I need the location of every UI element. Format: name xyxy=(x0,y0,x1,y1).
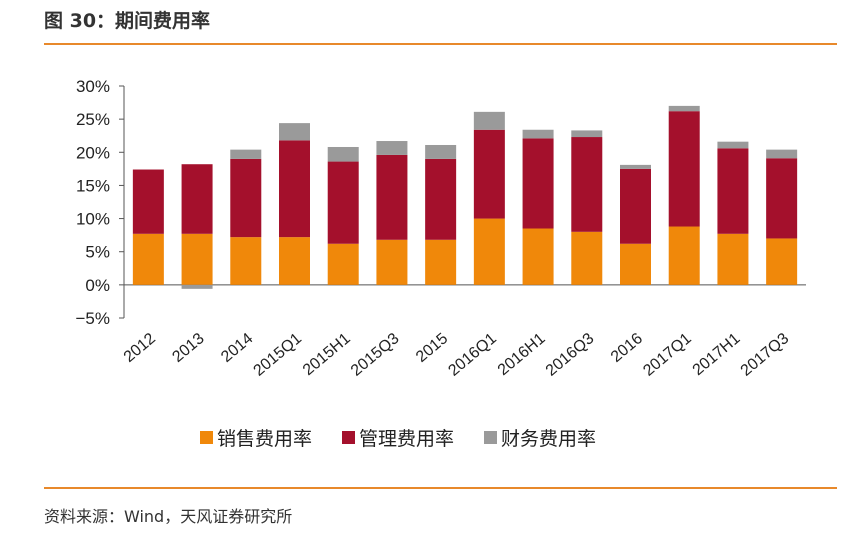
bar-segment-finance xyxy=(473,111,505,130)
legend-label-sales: 销售费用率 xyxy=(217,428,313,450)
x-tick-label: 2015Q3 xyxy=(348,330,403,380)
bar-segment-admin xyxy=(571,137,603,232)
bar-segment-sales xyxy=(766,238,798,285)
bottom-rule xyxy=(44,487,837,489)
legend: 销售费用率 管理费用率 财务费用率 xyxy=(200,424,720,451)
legend-label-admin: 管理费用率 xyxy=(359,428,455,450)
stacked-bar-chart: −5% 0% 5% 10% 15% 20% 25% 30% 2012 2013 20142015Q1… xyxy=(76,77,806,380)
bar-segment-sales xyxy=(717,233,749,285)
legend-item-finance: 财务费用率 xyxy=(484,424,596,451)
y-tick-label: 30% xyxy=(76,77,110,96)
x-tick-label: 2016Q1 xyxy=(445,330,500,380)
bar-segment-finance xyxy=(327,146,359,162)
bar-segment-sales xyxy=(668,226,700,285)
top-rule xyxy=(44,43,837,45)
bar-segment-finance xyxy=(766,149,798,159)
bar-segment-sales xyxy=(522,228,554,285)
axes xyxy=(119,85,806,319)
bar-segment-sales xyxy=(473,218,505,285)
bar-segment-sales xyxy=(132,233,164,285)
x-tick-label: 2016H1 xyxy=(495,330,549,379)
bar-segment-sales xyxy=(425,239,457,285)
bar-segment-admin xyxy=(376,154,408,240)
bar-segment-sales xyxy=(279,237,310,285)
legend-swatch-sales xyxy=(200,431,213,444)
bar-segment-admin xyxy=(425,158,457,240)
bar-segment-finance xyxy=(181,284,213,289)
legend-swatch-admin xyxy=(342,431,356,444)
bar-segment-finance xyxy=(279,123,310,141)
x-tick-label: 2015H1 xyxy=(300,330,354,379)
y-tick-label: 10% xyxy=(76,210,110,229)
bar-segment-admin xyxy=(327,161,359,244)
x-tick-label: 2016 xyxy=(608,330,646,366)
x-tick-label: 2017H1 xyxy=(690,330,744,379)
bar-segment-admin xyxy=(668,111,700,227)
y-tick-label: −5% xyxy=(76,309,111,328)
legend-item-sales: 销售费用率 xyxy=(200,424,312,451)
bar-segment-admin xyxy=(522,138,554,229)
bar-segment-finance xyxy=(571,130,603,138)
y-tick-label: 25% xyxy=(76,110,110,129)
bars xyxy=(132,105,798,289)
bar-segment-admin xyxy=(473,129,505,219)
bar-segment-admin xyxy=(181,164,213,234)
x-tick-label: 2013 xyxy=(169,330,207,366)
legend-item-admin: 管理费用率 xyxy=(342,424,454,451)
bar-segment-sales xyxy=(376,239,408,285)
x-tick-label: 2015 xyxy=(413,330,451,366)
bar-segment-admin xyxy=(620,168,651,244)
bar-segment-sales xyxy=(571,231,603,285)
bar-segment-sales xyxy=(620,243,651,285)
legend-label-finance: 财务费用率 xyxy=(501,428,597,450)
bar-segment-finance xyxy=(717,141,749,149)
x-tick-label: 2012 xyxy=(121,330,159,366)
y-tick-label: 5% xyxy=(85,243,110,262)
bar-segment-finance xyxy=(230,149,262,159)
x-tick-label: 2017Q1 xyxy=(640,330,695,380)
figure-title: 图 30：期间费用率 xyxy=(44,10,211,32)
bar-segment-sales xyxy=(327,243,359,285)
x-tick-label: 2015Q1 xyxy=(251,330,306,380)
bar-segment-finance xyxy=(620,164,651,169)
x-tick-label: 2014 xyxy=(218,330,256,366)
bar-segment-admin xyxy=(230,158,262,238)
y-tick-label: 15% xyxy=(76,176,110,195)
x-tick-label: 2016Q3 xyxy=(543,330,598,380)
bar-segment-sales xyxy=(230,237,262,285)
bar-segment-finance xyxy=(668,105,700,112)
source-note: 资料来源：Wind，天风证券研究所 xyxy=(44,507,293,526)
bar-segment-admin xyxy=(279,140,310,238)
bar-segment-admin xyxy=(766,158,798,239)
y-tick-label: 20% xyxy=(76,143,110,162)
bar-segment-finance xyxy=(425,144,457,159)
x-tick-label: 2017Q3 xyxy=(738,330,793,380)
y-tick-label: 0% xyxy=(85,276,110,295)
bar-segment-sales xyxy=(181,233,213,285)
legend-swatch-finance xyxy=(484,431,498,444)
bar-segment-admin xyxy=(132,169,164,234)
bar-segment-finance xyxy=(522,129,554,139)
bar-segment-finance xyxy=(376,141,408,155)
bar-segment-admin xyxy=(717,148,749,234)
